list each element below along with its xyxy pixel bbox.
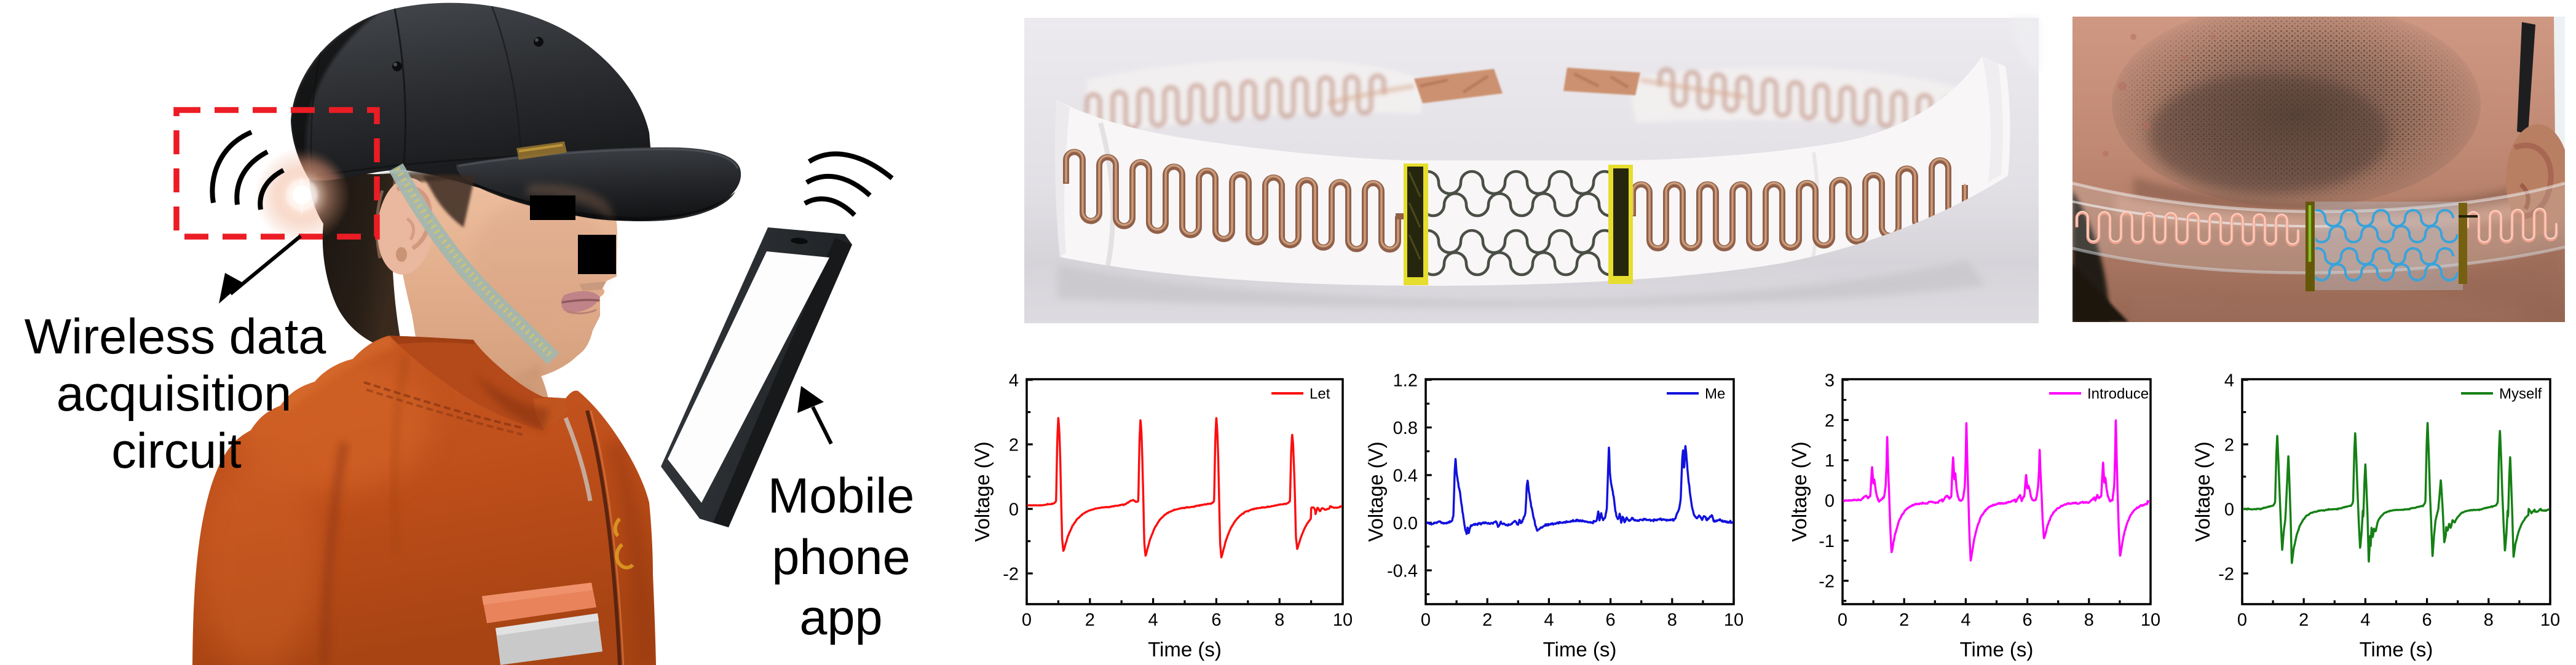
svg-text:0: 0 [2224, 500, 2234, 519]
svg-text:1: 1 [1825, 451, 1835, 471]
svg-text:4: 4 [1544, 610, 1554, 630]
svg-text:app: app [799, 590, 882, 645]
svg-text:2: 2 [2224, 435, 2234, 455]
svg-text:Time (s): Time (s) [1543, 638, 1617, 661]
svg-text:Time (s): Time (s) [2360, 638, 2433, 661]
svg-text:Wireless data: Wireless data [25, 309, 327, 364]
svg-text:Voltage (V): Voltage (V) [1364, 441, 1387, 541]
svg-text:8: 8 [1274, 610, 1284, 630]
svg-text:0.8: 0.8 [1393, 419, 1418, 438]
svg-text:0: 0 [1421, 610, 1431, 630]
svg-text:8: 8 [2484, 610, 2494, 630]
svg-text:Myself: Myself [2499, 386, 2542, 403]
svg-text:1.2: 1.2 [1393, 371, 1418, 390]
svg-text:2: 2 [1009, 435, 1019, 455]
svg-text:0: 0 [1825, 492, 1835, 511]
svg-text:8: 8 [1667, 610, 1677, 630]
svg-text:Let: Let [1310, 386, 1330, 403]
svg-text:-0.4: -0.4 [1387, 561, 1418, 581]
svg-text:4: 4 [2360, 610, 2370, 630]
svg-text:4: 4 [1148, 610, 1158, 630]
svg-text:8: 8 [2084, 610, 2094, 630]
svg-text:0: 0 [1838, 610, 1847, 630]
svg-text:Me: Me [1705, 386, 1725, 403]
svg-text:Time (s): Time (s) [1148, 638, 1222, 661]
svg-text:2: 2 [2299, 610, 2309, 630]
svg-text:circuit: circuit [111, 423, 242, 479]
svg-text:Introduce: Introduce [2087, 386, 2149, 403]
svg-text:10: 10 [1724, 610, 1744, 630]
svg-text:10: 10 [1333, 610, 1353, 630]
svg-text:6: 6 [1211, 610, 1221, 630]
svg-text:0: 0 [1022, 610, 1032, 630]
svg-text:0: 0 [2237, 610, 2247, 630]
svg-text:6: 6 [2023, 610, 2033, 630]
svg-text:10: 10 [2141, 610, 2160, 630]
svg-text:-1: -1 [1819, 532, 1835, 551]
svg-text:phone: phone [772, 530, 910, 585]
svg-text:2: 2 [1899, 610, 1909, 630]
svg-text:2: 2 [1825, 411, 1835, 431]
svg-text:4: 4 [1009, 371, 1019, 390]
svg-text:4: 4 [1961, 610, 1970, 630]
svg-text:0: 0 [1009, 500, 1019, 519]
svg-text:3: 3 [1825, 371, 1835, 390]
svg-text:-2: -2 [2218, 564, 2234, 584]
svg-text:4: 4 [2224, 371, 2234, 390]
svg-text:0.4: 0.4 [1393, 466, 1418, 486]
svg-text:Voltage (V): Voltage (V) [971, 441, 994, 541]
svg-text:Voltage (V): Voltage (V) [2191, 441, 2214, 541]
svg-text:Mobile: Mobile [768, 468, 915, 524]
svg-text:-2: -2 [1003, 564, 1019, 584]
svg-text:-2: -2 [1819, 572, 1835, 591]
svg-text:2: 2 [1085, 610, 1095, 630]
svg-text:acquisition: acquisition [57, 366, 292, 422]
svg-text:Time (s): Time (s) [1960, 638, 2034, 661]
svg-text:0.0: 0.0 [1393, 514, 1418, 533]
svg-text:2: 2 [1482, 610, 1492, 630]
svg-text:6: 6 [2422, 610, 2432, 630]
svg-text:6: 6 [1606, 610, 1616, 630]
svg-text:10: 10 [2540, 610, 2560, 630]
svg-text:Voltage (V): Voltage (V) [1788, 441, 1811, 541]
